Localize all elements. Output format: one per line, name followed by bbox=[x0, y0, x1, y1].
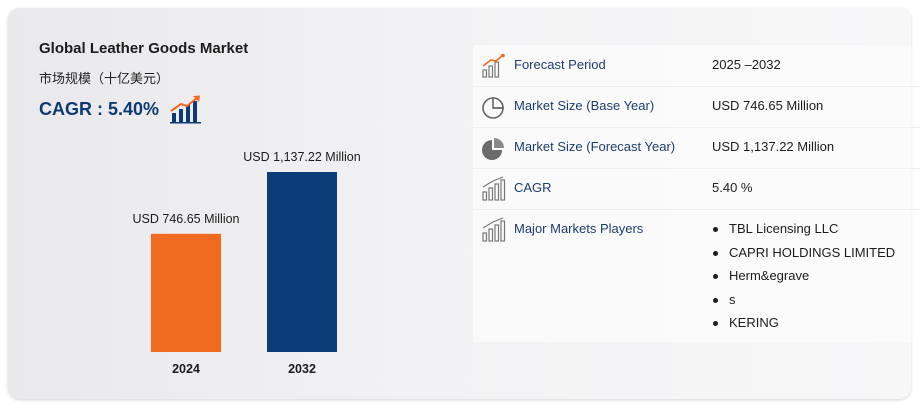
row-label: Market Size (Forecast Year) bbox=[514, 139, 676, 154]
table-row-cagr: CAGR 5.40 % bbox=[473, 168, 920, 210]
cagr-value: CAGR : 5.40% bbox=[39, 98, 160, 119]
chart-panel: Global Leather Goods Market 市场规模（十亿美元） C… bbox=[8, 8, 448, 399]
bar-chart-icon bbox=[482, 176, 506, 201]
data-label-2032: USD 1,137.22 Million bbox=[243, 150, 360, 164]
pie-chart-icon bbox=[482, 97, 504, 119]
cagr-headline: CAGR : 5.40% bbox=[39, 94, 203, 124]
bar-chart: USD 746.65 Million 2024 USD 1,137.22 Milli… bbox=[133, 150, 361, 376]
row-label: Market Size (Base Year) bbox=[514, 98, 655, 113]
table-row-base-year: Market Size (Base Year) USD 746.65 Milli… bbox=[473, 86, 920, 128]
market-summary-card: Global Leather Goods Market 市场规模（十亿美元） C… bbox=[8, 8, 920, 399]
list-item: s bbox=[712, 292, 895, 316]
list-item: Herm&egrave bbox=[712, 268, 895, 292]
bar-chart-icon bbox=[482, 217, 506, 242]
row-value: 2025 –2032 bbox=[712, 57, 781, 72]
table-row-players: Major Markets Players TBL Licensing LLC … bbox=[473, 209, 920, 342]
table-row-forecast-period: Forecast Period 2025 –2032 bbox=[473, 45, 920, 87]
row-value: USD 746.65 Million bbox=[712, 98, 824, 113]
row-label: Forecast Period bbox=[514, 57, 606, 72]
chart-subtitle: 市场规模（十亿美元） bbox=[39, 71, 170, 86]
chart-title: Global Leather Goods Market bbox=[39, 40, 249, 57]
data-label-2024: USD 746.65 Million bbox=[133, 212, 240, 226]
row-value: USD 1,137.22 Million bbox=[712, 139, 835, 154]
x-tick-label-2032: 2032 bbox=[288, 362, 316, 376]
row-label: CAGR bbox=[514, 180, 552, 195]
growth-chart-icon bbox=[170, 95, 202, 124]
bar-2024 bbox=[151, 233, 221, 352]
list-item: KERING bbox=[712, 315, 895, 339]
row-value: 5.40 % bbox=[712, 180, 753, 195]
market-info-table: Forecast Period 2025 –2032 Market Size (… bbox=[473, 45, 920, 342]
growth-chart-icon bbox=[482, 53, 505, 78]
bar-2032 bbox=[267, 172, 337, 352]
players-list: TBL Licensing LLC CAPRI HOLDINGS LIMITED… bbox=[712, 221, 895, 339]
list-item: CAPRI HOLDINGS LIMITED bbox=[712, 245, 895, 269]
table-row-forecast-year: Market Size (Forecast Year) USD 1,137.22… bbox=[473, 127, 920, 169]
pie-chart-filled-icon bbox=[482, 138, 504, 160]
row-label: Major Markets Players bbox=[514, 221, 644, 236]
list-item: TBL Licensing LLC bbox=[712, 221, 895, 245]
x-tick-label-2024: 2024 bbox=[172, 362, 200, 376]
